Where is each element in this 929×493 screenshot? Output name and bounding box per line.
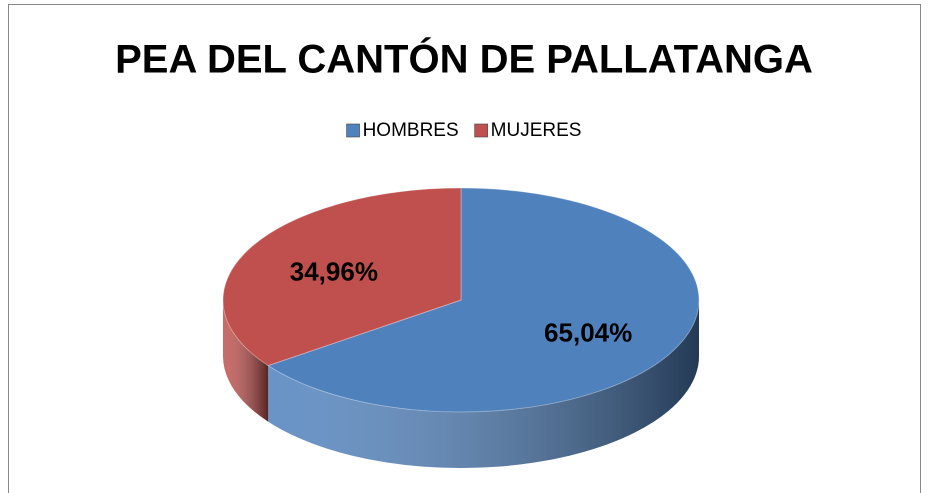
data-label: 65,04% xyxy=(544,317,632,347)
slice-side-shade xyxy=(223,300,269,422)
slice xyxy=(266,187,700,413)
legend-label: MUJERES xyxy=(491,120,582,141)
slice xyxy=(222,187,462,367)
legend: HOMBRES MUJERES xyxy=(346,120,582,141)
data-label: 34,96% xyxy=(290,256,378,286)
legend-swatch xyxy=(346,123,360,138)
chart-title: PEA DEL CANTÓN DE PALLATANGA xyxy=(115,36,813,82)
slice-side-shade xyxy=(268,300,699,469)
legend-label: HOMBRES xyxy=(363,120,459,141)
legend-swatch xyxy=(474,123,488,138)
